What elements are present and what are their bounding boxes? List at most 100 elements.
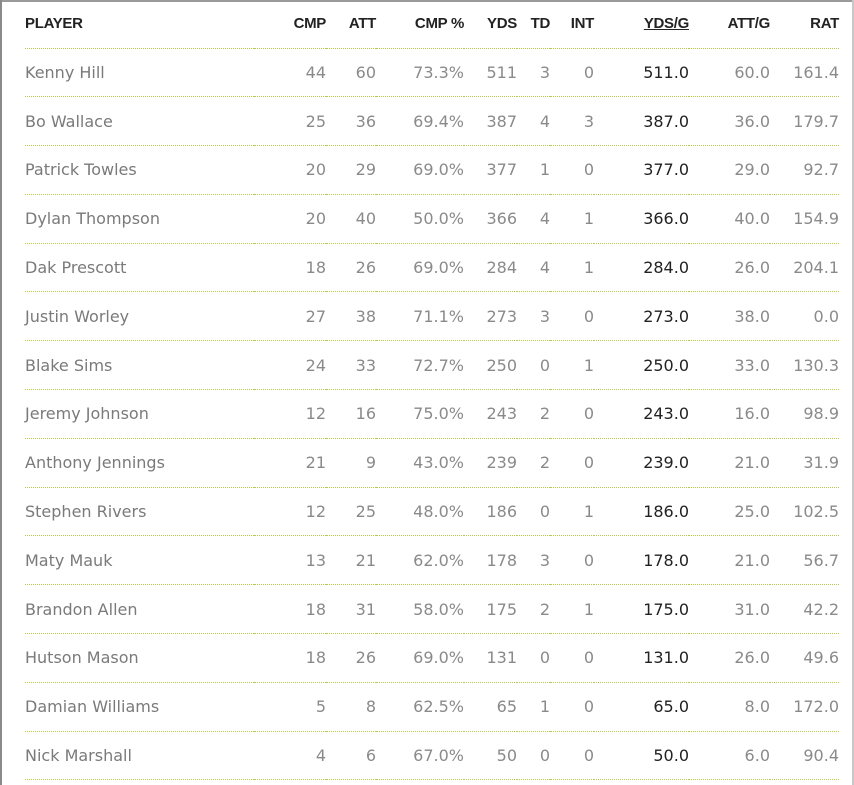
- table-row: Nick Marshall 4 6 67.0% 50 0 0 50.0 6.0 90.4: [25, 731, 839, 781]
- table-body: Kenny Hill 44 60 73.3% 511 3 0 511.0 60.0 161.4 Bo…: [25, 48, 839, 781]
- cell-player-name[interactable]: Anthony Jennings: [25, 438, 254, 488]
- column-header-yds[interactable]: YDS: [464, 0, 517, 49]
- column-header-att[interactable]: ATT: [326, 0, 376, 49]
- cell-int: 1: [550, 487, 594, 537]
- cell-yds-per-game: 511.0: [594, 48, 689, 98]
- cell-yds: 65: [464, 682, 517, 732]
- cell-att-per-game: 31.0: [689, 584, 770, 635]
- cell-int: 0: [550, 389, 594, 439]
- cell-rating: 130.3: [770, 340, 839, 391]
- cell-yds: 175: [464, 584, 517, 635]
- column-header-rating[interactable]: RAT: [770, 0, 839, 49]
- cell-td: 4: [517, 96, 550, 147]
- cell-td: 0: [517, 487, 550, 537]
- frame-left-border: [0, 0, 2, 785]
- cell-player-name[interactable]: Bo Wallace: [25, 96, 254, 147]
- cell-att: 40: [326, 194, 376, 244]
- cell-td: 0: [517, 731, 550, 781]
- cell-int: 1: [550, 243, 594, 293]
- cell-player-name[interactable]: Maty Mauk: [25, 535, 254, 586]
- table-row: Brandon Allen 18 31 58.0% 175 2 1 175.0 31.0 42.2: [25, 584, 839, 635]
- column-header-td[interactable]: TD: [517, 0, 550, 49]
- cell-player-name[interactable]: Damian Williams: [25, 682, 254, 732]
- cell-player-name[interactable]: Stephen Rivers: [25, 487, 254, 537]
- cell-att: 26: [326, 633, 376, 683]
- cell-att: 31: [326, 584, 376, 635]
- cell-rating: 204.1: [770, 243, 839, 293]
- cell-int: 0: [550, 682, 594, 732]
- column-header-cmp[interactable]: CMP: [254, 0, 326, 49]
- cell-player-name[interactable]: Brandon Allen: [25, 584, 254, 635]
- cell-att-per-game: 26.0: [689, 243, 770, 293]
- cell-td: 3: [517, 535, 550, 586]
- cell-cmp: 5: [254, 682, 326, 732]
- cell-cmp: 20: [254, 194, 326, 244]
- cell-att-per-game: 38.0: [689, 291, 770, 342]
- table-row: Hutson Mason 18 26 69.0% 131 0 0 131.0 26.0 49.6: [25, 633, 839, 683]
- cell-att-per-game: 33.0: [689, 340, 770, 391]
- cell-td: 0: [517, 340, 550, 391]
- cell-cmp: 4: [254, 731, 326, 781]
- cell-cmp: 18: [254, 633, 326, 683]
- table-row: Dak Prescott 18 26 69.0% 284 4 1 284.0 26.0 204.1: [25, 243, 839, 293]
- cell-cmp: 20: [254, 145, 326, 195]
- table-row: Damian Williams 5 8 62.5% 65 1 0 65.0 8.0 172.0: [25, 682, 839, 732]
- cell-yds-per-game: 366.0: [594, 194, 689, 244]
- cell-player-name[interactable]: Hutson Mason: [25, 633, 254, 683]
- cell-rating: 102.5: [770, 487, 839, 537]
- cell-att: 29: [326, 145, 376, 195]
- cell-td: 1: [517, 682, 550, 732]
- cell-rating: 154.9: [770, 194, 839, 244]
- cell-yds: 239: [464, 438, 517, 488]
- passing-stats-table: PLAYER CMP ATT CMP % YDS TD INT YDS/G AT…: [25, 0, 839, 781]
- cell-rating: 56.7: [770, 535, 839, 586]
- cell-yds: 178: [464, 535, 517, 586]
- cell-player-name[interactable]: Jeremy Johnson: [25, 389, 254, 439]
- cell-yds: 131: [464, 633, 517, 683]
- cell-cmp-pct: 69.0%: [376, 633, 464, 683]
- table-row: Maty Mauk 13 21 62.0% 178 3 0 178.0 21.0 56.7: [25, 535, 839, 586]
- cell-td: 0: [517, 633, 550, 683]
- cell-int: 0: [550, 633, 594, 683]
- cell-yds-per-game: 178.0: [594, 535, 689, 586]
- cell-td: 2: [517, 584, 550, 635]
- cell-att-per-game: 36.0: [689, 96, 770, 147]
- cell-int: 1: [550, 340, 594, 391]
- column-header-player[interactable]: PLAYER: [25, 0, 254, 49]
- cell-player-name[interactable]: Dak Prescott: [25, 243, 254, 293]
- column-header-int[interactable]: INT: [550, 0, 594, 49]
- cell-td: 3: [517, 291, 550, 342]
- cell-yds: 366: [464, 194, 517, 244]
- cell-cmp: 18: [254, 243, 326, 293]
- cell-player-name[interactable]: Blake Sims: [25, 340, 254, 391]
- cell-yds: 250: [464, 340, 517, 391]
- cell-player-name[interactable]: Dylan Thompson: [25, 194, 254, 244]
- cell-player-name[interactable]: Patrick Towles: [25, 145, 254, 195]
- cell-cmp-pct: 75.0%: [376, 389, 464, 439]
- cell-int: 1: [550, 584, 594, 635]
- cell-cmp-pct: 43.0%: [376, 438, 464, 488]
- cell-rating: 49.6: [770, 633, 839, 683]
- column-header-yds-per-game[interactable]: YDS/G: [594, 0, 689, 49]
- cell-yds-per-game: 377.0: [594, 145, 689, 195]
- cell-player-name[interactable]: Justin Worley: [25, 291, 254, 342]
- cell-yds: 284: [464, 243, 517, 293]
- cell-yds: 186: [464, 487, 517, 537]
- cell-att: 25: [326, 487, 376, 537]
- cell-att-per-game: 21.0: [689, 535, 770, 586]
- cell-att: 6: [326, 731, 376, 781]
- cell-att-per-game: 26.0: [689, 633, 770, 683]
- table-row: Blake Sims 24 33 72.7% 250 0 1 250.0 33.0 130.3: [25, 340, 839, 391]
- cell-yds: 50: [464, 731, 517, 781]
- cell-int: 0: [550, 438, 594, 488]
- column-header-att-per-game[interactable]: ATT/G: [689, 0, 770, 49]
- column-header-cmp-pct[interactable]: CMP %: [376, 0, 464, 49]
- cell-player-name[interactable]: Kenny Hill: [25, 48, 254, 98]
- cell-player-name[interactable]: Nick Marshall: [25, 731, 254, 781]
- cell-yds: 511: [464, 48, 517, 98]
- cell-att: 38: [326, 291, 376, 342]
- table-row: Kenny Hill 44 60 73.3% 511 3 0 511.0 60.0 161.4: [25, 48, 839, 98]
- cell-cmp-pct: 71.1%: [376, 291, 464, 342]
- table-row: Jeremy Johnson 12 16 75.0% 243 2 0 243.0 16.0 98.…: [25, 389, 839, 439]
- cell-td: 4: [517, 194, 550, 244]
